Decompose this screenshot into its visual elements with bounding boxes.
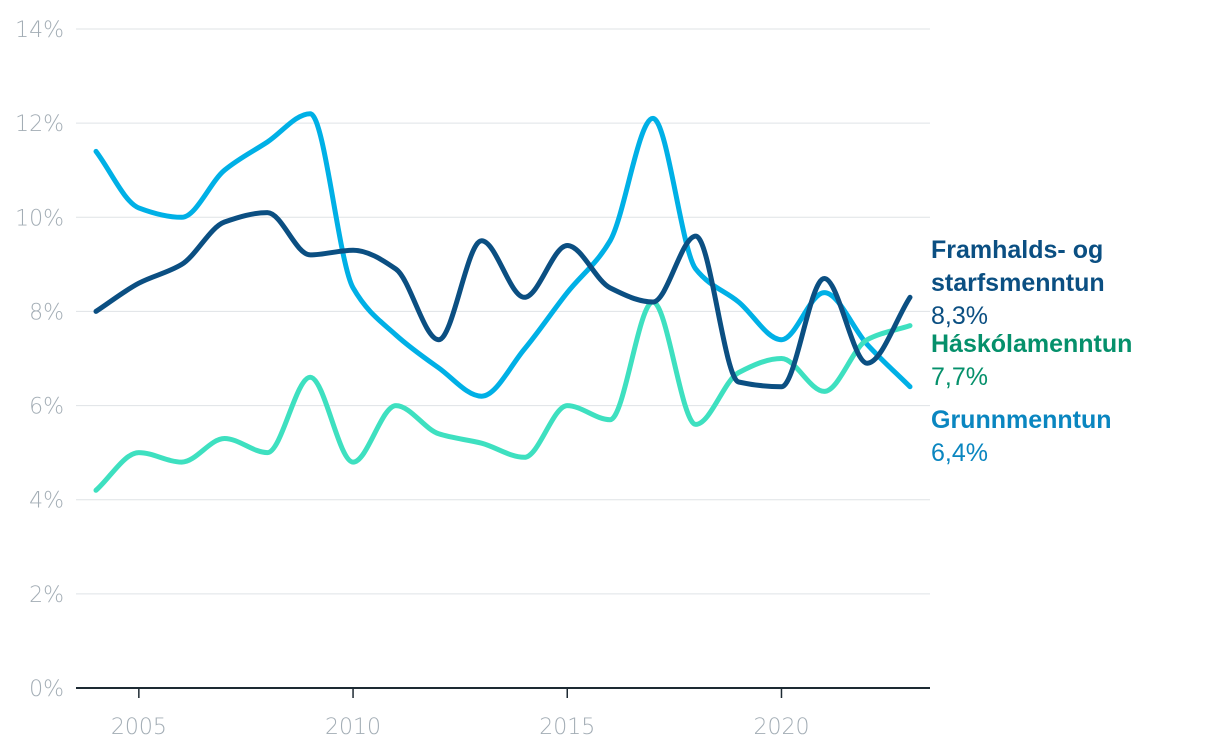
x-axis-ticks: 2005 2010 2015 2020 — [111, 688, 809, 740]
series-line-2 — [93, 299, 913, 493]
series-name-label: Framhalds- og — [931, 236, 1103, 264]
series-value-label: 7,7% — [931, 363, 988, 391]
series-name-label: starfsmenntun — [931, 269, 1105, 297]
y-tick-label: 6% — [29, 395, 64, 420]
y-tick-label: 12% — [15, 112, 64, 137]
series-line-1 — [93, 210, 913, 390]
x-tick-label: 2020 — [753, 715, 809, 740]
y-tick-label: 10% — [15, 206, 64, 231]
y-tick-label: 2% — [29, 583, 64, 608]
series-name-label: Háskólamenntun — [931, 330, 1132, 358]
series-value-label: 8,3% — [931, 302, 988, 330]
y-tick-label: 0% — [29, 677, 64, 702]
gridlines — [76, 28, 930, 689]
x-tick-label: 2015 — [539, 715, 595, 740]
x-tick-label: 2005 — [111, 715, 167, 740]
x-tick-label: 2010 — [325, 715, 381, 740]
series-name-label: Grunnmenntun — [931, 406, 1112, 434]
y-tick-label: 4% — [29, 489, 64, 514]
y-axis-ticks: 0% 2% 4% 6% 8% 10% 12% 14% — [15, 18, 64, 702]
series-lines — [93, 111, 913, 493]
series-labels: Framhalds- og starfsmenntun 8,3%Háskólamen… — [931, 236, 1132, 467]
y-tick-label: 14% — [15, 18, 64, 43]
y-tick-label: 8% — [29, 300, 64, 325]
series-value-label: 6,4% — [931, 439, 988, 467]
series-line-0 — [93, 111, 913, 399]
